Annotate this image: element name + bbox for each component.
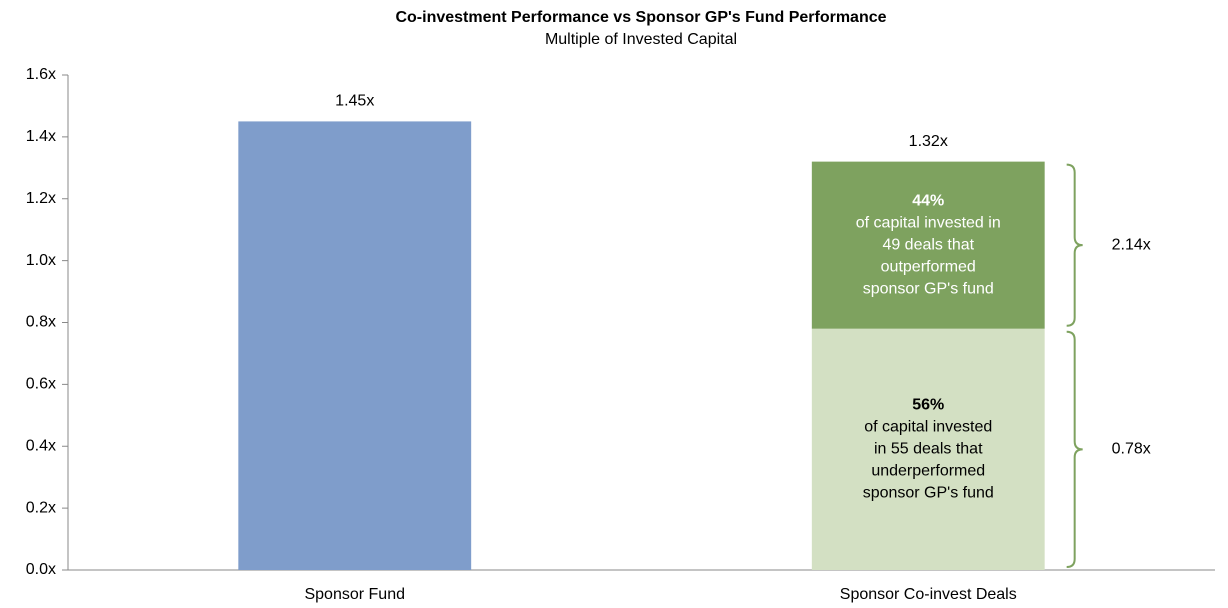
bar-segment	[238, 121, 472, 570]
y-tick-label: 0.6x	[26, 376, 56, 393]
segment-text: of capital invested	[864, 419, 992, 436]
total-label: 1.32x	[909, 133, 948, 150]
x-tick-label: Sponsor Fund	[304, 586, 405, 603]
x-tick-label: Sponsor Co-invest Deals	[840, 586, 1017, 603]
segment-text: 49 deals that	[882, 236, 974, 253]
total-label: 1.45x	[335, 93, 374, 110]
chart-subtitle: Multiple of Invested Capital	[545, 31, 737, 48]
y-tick-label: 0.2x	[26, 499, 56, 516]
chart-title: Co-investment Performance vs Sponsor GP'…	[395, 9, 886, 26]
segment-text: underperformed	[871, 463, 985, 480]
segment-percent: 56%	[912, 397, 944, 414]
bracket-label: 2.14x	[1112, 236, 1151, 253]
bracket	[1066, 330, 1083, 568]
y-tick-label: 1.6x	[26, 66, 56, 83]
bracket	[1066, 163, 1083, 327]
y-tick-label: 0.4x	[26, 437, 56, 454]
y-tick-label: 1.4x	[26, 128, 56, 145]
segment-percent: 44%	[912, 192, 944, 209]
y-tick-label: 1.0x	[26, 252, 56, 269]
segment-text: sponsor GP's fund	[863, 485, 994, 502]
bar-segment	[811, 328, 1045, 570]
y-tick-label: 0.0x	[26, 561, 56, 578]
y-tick-label: 1.2x	[26, 190, 56, 207]
y-tick-label: 0.8x	[26, 314, 56, 331]
segment-text: in 55 deals that	[874, 441, 983, 458]
bar-segment	[811, 161, 1045, 329]
segment-text: outperformed	[881, 258, 976, 275]
bracket-label: 0.78x	[1112, 441, 1151, 458]
segment-text: sponsor GP's fund	[863, 280, 994, 297]
segment-text: of capital invested in	[856, 214, 1001, 231]
